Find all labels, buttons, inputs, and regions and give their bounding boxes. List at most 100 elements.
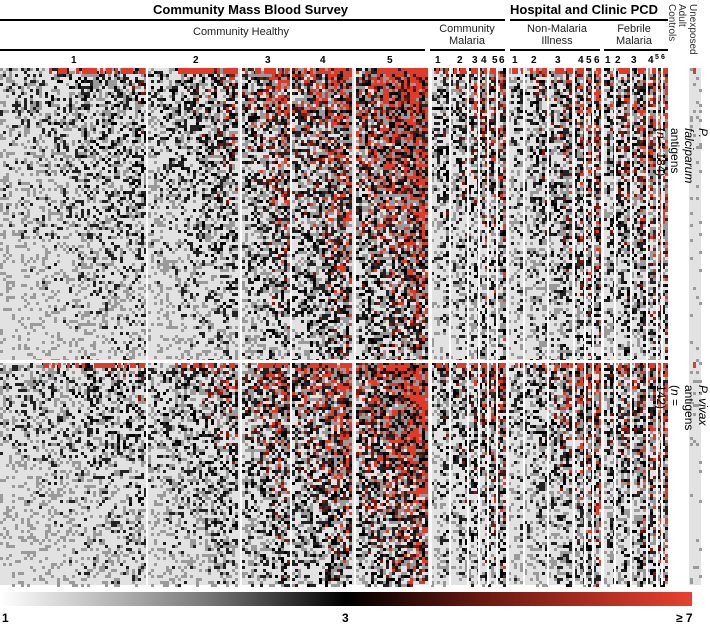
heatmap-cell xyxy=(217,140,220,143)
heatmap-cell xyxy=(45,158,48,161)
heatmap-cell xyxy=(51,347,54,350)
heatmap-cell xyxy=(232,95,235,98)
heatmap-cell xyxy=(178,197,181,200)
heatmap-cell xyxy=(105,488,108,491)
heatmap-cell xyxy=(96,185,99,188)
heatmap-cell xyxy=(117,116,120,119)
heatmap-cell xyxy=(18,464,21,467)
heatmap-cell xyxy=(18,113,21,116)
heatmap-cell xyxy=(51,386,54,389)
heatmap-cell xyxy=(108,86,111,89)
heatmap-cell xyxy=(99,155,102,158)
heatmap-cell xyxy=(199,83,202,86)
heatmap-cell xyxy=(51,425,54,428)
heatmap-cell xyxy=(39,548,42,551)
heatmap-cell xyxy=(175,266,178,269)
heatmap-cell xyxy=(42,578,45,581)
heatmap-cell xyxy=(178,155,181,158)
heatmap-cell xyxy=(102,308,105,311)
heatmap-cell xyxy=(187,224,190,227)
heatmap-cell xyxy=(21,518,24,521)
heatmap-cell xyxy=(60,338,63,341)
heatmap-cell xyxy=(223,80,226,83)
heatmap-cell xyxy=(132,533,135,536)
heatmap-cell xyxy=(66,368,69,371)
heatmap-cell xyxy=(93,419,96,422)
heatmap-cell xyxy=(111,230,114,233)
heatmap-cell xyxy=(132,155,135,158)
heatmap-cell xyxy=(48,116,51,119)
heatmap-cell xyxy=(72,158,75,161)
heatmap-cell xyxy=(144,416,147,419)
heatmap-cell xyxy=(78,464,81,467)
heatmap-cell xyxy=(93,176,96,179)
heatmap-cell xyxy=(178,203,181,206)
heatmap-cell xyxy=(144,194,147,197)
heatmap-cell xyxy=(214,185,217,188)
heatmap-cell xyxy=(187,149,190,152)
heatmap-cell xyxy=(111,254,114,257)
heatmap-cell xyxy=(117,107,120,110)
heatmap-cell xyxy=(63,152,66,155)
heatmap-cell xyxy=(93,152,96,155)
heatmap-cell xyxy=(217,119,220,122)
heatmap-cell xyxy=(96,188,99,191)
heatmap-cell xyxy=(196,149,199,152)
heatmap-cell xyxy=(223,257,226,260)
heatmap-cell xyxy=(72,533,75,536)
heatmap-cell xyxy=(39,494,42,497)
heatmap-cell xyxy=(196,152,199,155)
heatmap-cell xyxy=(48,410,51,413)
heatmap-cell xyxy=(51,563,54,566)
heatmap-cell xyxy=(3,527,6,530)
heatmap-cell xyxy=(117,86,120,89)
heatmap-cell xyxy=(211,143,214,146)
heatmap-cell xyxy=(45,170,48,173)
heatmap-cell xyxy=(190,248,193,251)
heatmap-cell xyxy=(148,140,151,143)
heatmap-cell xyxy=(87,584,90,587)
heatmap-cell xyxy=(105,83,108,86)
heatmap-cell xyxy=(39,269,42,272)
heatmap-cell xyxy=(93,125,96,128)
heatmap-cell xyxy=(163,107,166,110)
heatmap-cell xyxy=(117,317,120,320)
heatmap-cell xyxy=(232,158,235,161)
heatmap-cell xyxy=(226,92,229,95)
heatmap-cell xyxy=(102,341,105,344)
heatmap-cell xyxy=(105,182,108,185)
heatmap-cell xyxy=(178,140,181,143)
heatmap-cell xyxy=(60,158,63,161)
heatmap-cell xyxy=(232,260,235,263)
heatmap-cell xyxy=(220,329,223,332)
heatmap-cell xyxy=(214,71,217,74)
heatmap-cell xyxy=(27,476,30,479)
heatmap-cell xyxy=(129,443,132,446)
heatmap-cell xyxy=(160,179,163,182)
heatmap-cell xyxy=(96,227,99,230)
heatmap-cell xyxy=(90,155,93,158)
heatmap-cell xyxy=(151,407,154,410)
heatmap-cell xyxy=(172,215,175,218)
heatmap-cell xyxy=(141,203,144,206)
heatmap-cell xyxy=(114,350,117,353)
heatmap-cell xyxy=(15,110,18,113)
heatmap-cell xyxy=(178,101,181,104)
heatmap-cell xyxy=(75,383,78,386)
heatmap-cell xyxy=(39,185,42,188)
heatmap-cell xyxy=(21,218,24,221)
heatmap-cell xyxy=(75,560,78,563)
heatmap-cell xyxy=(96,80,99,83)
heatmap-cell xyxy=(217,392,220,395)
heatmap-cell xyxy=(72,104,75,107)
heatmap-cell xyxy=(157,410,160,413)
heatmap-cell xyxy=(129,449,132,452)
heatmap-cell xyxy=(226,107,229,110)
heatmap-cell xyxy=(144,422,147,425)
heatmap-cell xyxy=(214,275,217,278)
heatmap-cell xyxy=(51,275,54,278)
heatmap-cell xyxy=(135,116,138,119)
heatmap-cell xyxy=(135,68,138,71)
heatmap-cell xyxy=(169,83,172,86)
heatmap-cell xyxy=(202,206,205,209)
